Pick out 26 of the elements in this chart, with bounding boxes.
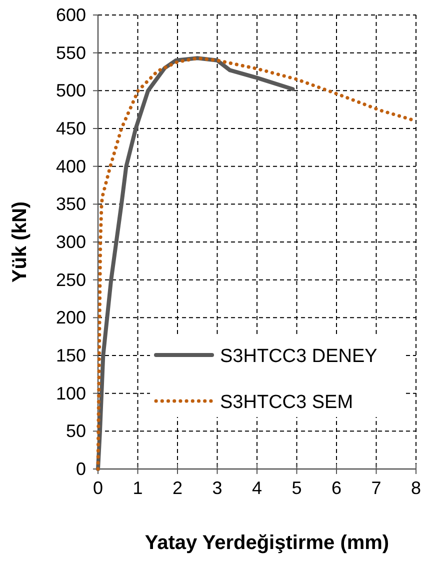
y-tick-label: 500 <box>56 80 86 101</box>
legend-label: S3HTCC3 DENEY <box>220 346 378 367</box>
y-axis-title: Yük (kN) <box>9 201 31 283</box>
x-tick-label: 1 <box>132 478 143 498</box>
y-tick-label: 200 <box>56 308 86 328</box>
x-tick-label: 5 <box>292 478 302 498</box>
x-tick-label: 3 <box>212 478 222 498</box>
legend-label: S3HTCC3 SEM <box>220 392 354 413</box>
y-tick-label: 600 <box>56 5 86 25</box>
x-tick-label: 4 <box>252 478 262 498</box>
y-tick-label: 400 <box>56 156 86 176</box>
y-tick-label: 50 <box>66 421 86 442</box>
y-tick-label: 100 <box>56 383 86 404</box>
x-tick-label: 2 <box>172 478 183 498</box>
y-tick-label: 0 <box>76 459 86 479</box>
y-tick-label: 350 <box>56 194 86 214</box>
y-tick-label: 300 <box>56 232 86 252</box>
x-tick-label: 8 <box>410 478 422 498</box>
y-tick-label: 450 <box>56 118 86 138</box>
y-tick-label: 250 <box>56 270 86 290</box>
x-tick-label: 0 <box>92 478 104 498</box>
x-tick-label: 7 <box>371 478 382 498</box>
x-axis-title: Yatay Yerdeğiştirme (mm) <box>144 532 390 554</box>
x-tick-label: 6 <box>331 478 342 498</box>
y-tick-label: 150 <box>56 346 86 366</box>
y-tick-label: 550 <box>56 42 86 63</box>
